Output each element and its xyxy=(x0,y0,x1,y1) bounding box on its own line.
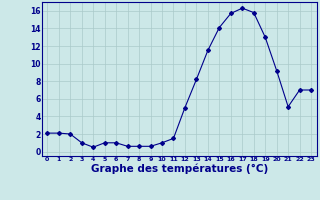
X-axis label: Graphe des températures (°C): Graphe des températures (°C) xyxy=(91,163,268,174)
